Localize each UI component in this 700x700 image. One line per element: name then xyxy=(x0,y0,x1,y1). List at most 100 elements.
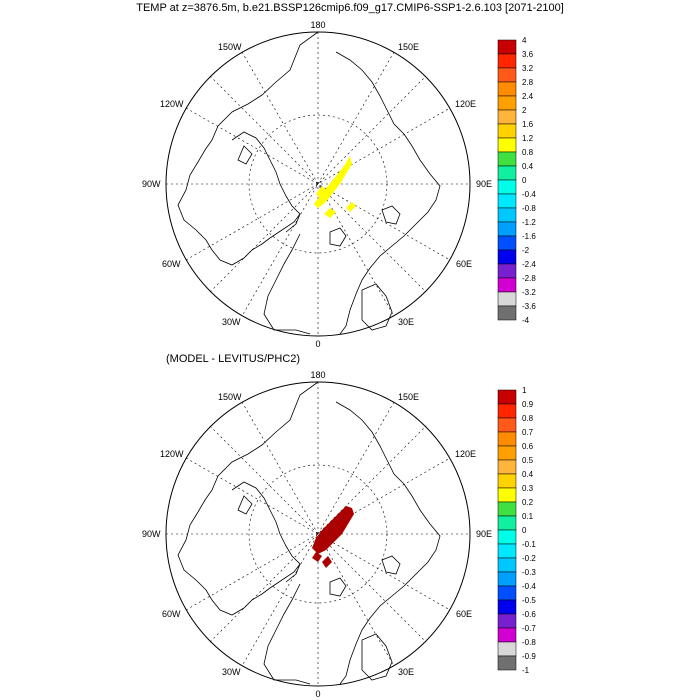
top-map-anomaly xyxy=(314,156,356,218)
top-color-legend: 4 3.6 3.2 2.8 2.4 2 1.6 1.2 0.8 0.4 0 -0.4 -0.8 -1.2 -… xyxy=(497,36,536,325)
bottom-legend-swatch xyxy=(497,459,517,475)
bottom-legend-label: -0.9 xyxy=(522,652,536,661)
top-legend-label: 4 xyxy=(522,36,527,45)
top-map-boundary xyxy=(165,31,471,337)
bottom-legend-label: 0 xyxy=(522,526,527,535)
bottom-legend-swatch xyxy=(497,403,517,419)
bottom-legend-label: -0.3 xyxy=(522,568,536,577)
bottom-legend-label: -1 xyxy=(522,666,530,675)
bottom-map-lon-labels: 180 0 150W 150E 120W 120E 90W 90E 60W 60… xyxy=(142,370,492,699)
bottom-legend-swatch xyxy=(497,515,517,531)
top-legend-swatch xyxy=(497,305,517,321)
top-lon-label-90w: 90W xyxy=(142,179,161,189)
bottom-legend-label: 0.4 xyxy=(522,470,534,479)
bottom-legend-label: 1 xyxy=(522,386,527,395)
bottom-lon-label-0: 0 xyxy=(315,689,320,699)
bottom-map-coastlines xyxy=(177,381,441,685)
top-legend-label: -2 xyxy=(522,246,530,255)
plot-title: TEMP at z=3876.5m, b.e21.BSSP126cmip6.f0… xyxy=(136,2,564,14)
bottom-legend-label: 0.7 xyxy=(522,428,534,437)
bottom-legend-swatch xyxy=(497,417,517,433)
bottom-legend-label: 0.9 xyxy=(522,400,534,409)
bottom-legend-swatch xyxy=(497,487,517,503)
bottom-legend-label: 0.6 xyxy=(522,442,534,451)
top-lon-label-120w: 120W xyxy=(160,99,184,109)
bottom-map-boundary xyxy=(165,381,471,687)
bottom-legend-label: -0.8 xyxy=(522,638,536,647)
bottom-legend-swatch xyxy=(497,655,517,671)
bottom-legend-swatch xyxy=(497,641,517,657)
top-lon-label-120e: 120E xyxy=(455,99,476,109)
top-legend-swatch xyxy=(497,179,517,195)
bottom-legend-label: -0.5 xyxy=(522,596,536,605)
top-lon-label-30e: 30E xyxy=(398,317,414,327)
top-map-graticule xyxy=(166,32,470,336)
top-map-coastlines xyxy=(177,31,441,335)
bottom-legend-label: 0.5 xyxy=(522,456,534,465)
bottom-lon-label-60e: 60E xyxy=(456,609,472,619)
top-legend-swatch xyxy=(497,221,517,237)
top-legend-label: 2.8 xyxy=(522,78,534,87)
top-legend-label: -3.6 xyxy=(522,302,536,311)
bottom-color-legend: 1 0.9 0.8 0.7 0.6 0.5 0.4 0.3 0.2 0.1 0 -0.1 -0.2 -0.… xyxy=(497,386,536,675)
bottom-lon-label-120e: 120E xyxy=(455,449,476,459)
top-legend-label: -0.4 xyxy=(522,190,536,199)
bottom-lon-label-120w: 120W xyxy=(160,449,184,459)
top-lon-label-60w: 60W xyxy=(162,259,181,269)
top-legend-label: -2.4 xyxy=(522,260,536,269)
bottom-lon-label-60w: 60W xyxy=(162,609,181,619)
top-lon-label-90e: 90E xyxy=(476,179,492,189)
bottom-legend-swatch xyxy=(497,529,517,545)
top-legend-label: 1.6 xyxy=(522,120,534,129)
bottom-lon-label-90e: 90E xyxy=(476,529,492,539)
top-legend-swatch xyxy=(497,137,517,153)
top-legend-label: -4 xyxy=(522,316,530,325)
top-legend-label: 3.6 xyxy=(522,50,534,59)
top-legend-swatch xyxy=(497,193,517,209)
top-legend-swatch xyxy=(497,235,517,251)
bottom-legend-label: -0.7 xyxy=(522,624,536,633)
bottom-map-anomaly xyxy=(312,506,354,568)
top-legend-label: -3.2 xyxy=(522,288,536,297)
top-legend-label: -2.8 xyxy=(522,274,536,283)
top-legend-swatch xyxy=(497,165,517,181)
bottom-lon-label-150w: 150W xyxy=(218,392,242,402)
top-legend-label: -1.2 xyxy=(522,218,536,227)
bottom-legend-label: 0.3 xyxy=(522,484,534,493)
bottom-legend-label: -0.2 xyxy=(522,554,536,563)
top-legend-label: -0.8 xyxy=(522,204,536,213)
top-legend-swatch xyxy=(497,67,517,83)
bottom-plot-subtitle: (MODEL - LEVITUS/PHC2) xyxy=(166,353,301,365)
top-lon-label-60e: 60E xyxy=(456,259,472,269)
top-legend-swatch xyxy=(497,151,517,167)
bottom-legend-swatch xyxy=(497,501,517,517)
bottom-map-graticule xyxy=(166,382,470,686)
top-legend-label: 2.4 xyxy=(522,92,534,101)
bottom-legend-swatch xyxy=(497,557,517,573)
bottom-lon-label-180: 180 xyxy=(310,370,325,380)
bottom-legend-swatch xyxy=(497,571,517,587)
top-legend-swatch xyxy=(497,39,517,55)
bottom-legend-swatch xyxy=(497,445,517,461)
bottom-legend-swatch xyxy=(497,613,517,629)
top-lon-label-30w: 30W xyxy=(222,317,241,327)
top-lon-label-150e: 150E xyxy=(398,42,419,52)
top-legend-swatch xyxy=(497,53,517,69)
top-legend-swatch xyxy=(497,263,517,279)
top-lon-label-0: 0 xyxy=(315,339,320,349)
top-lon-label-180: 180 xyxy=(310,20,325,30)
bottom-legend-swatch xyxy=(497,599,517,615)
bottom-legend-swatch xyxy=(497,543,517,559)
top-legend-swatch xyxy=(497,291,517,307)
top-legend-label: 2 xyxy=(522,106,527,115)
top-legend-label: 1.2 xyxy=(522,134,534,143)
top-legend-swatch xyxy=(497,95,517,111)
top-legend-swatch xyxy=(497,109,517,125)
bottom-lon-label-30e: 30E xyxy=(398,667,414,677)
bottom-legend-label: -0.6 xyxy=(522,610,536,619)
bottom-lon-label-150e: 150E xyxy=(398,392,419,402)
top-legend-swatch xyxy=(497,123,517,139)
top-legend-swatch xyxy=(497,207,517,223)
bottom-legend-swatch xyxy=(497,585,517,601)
